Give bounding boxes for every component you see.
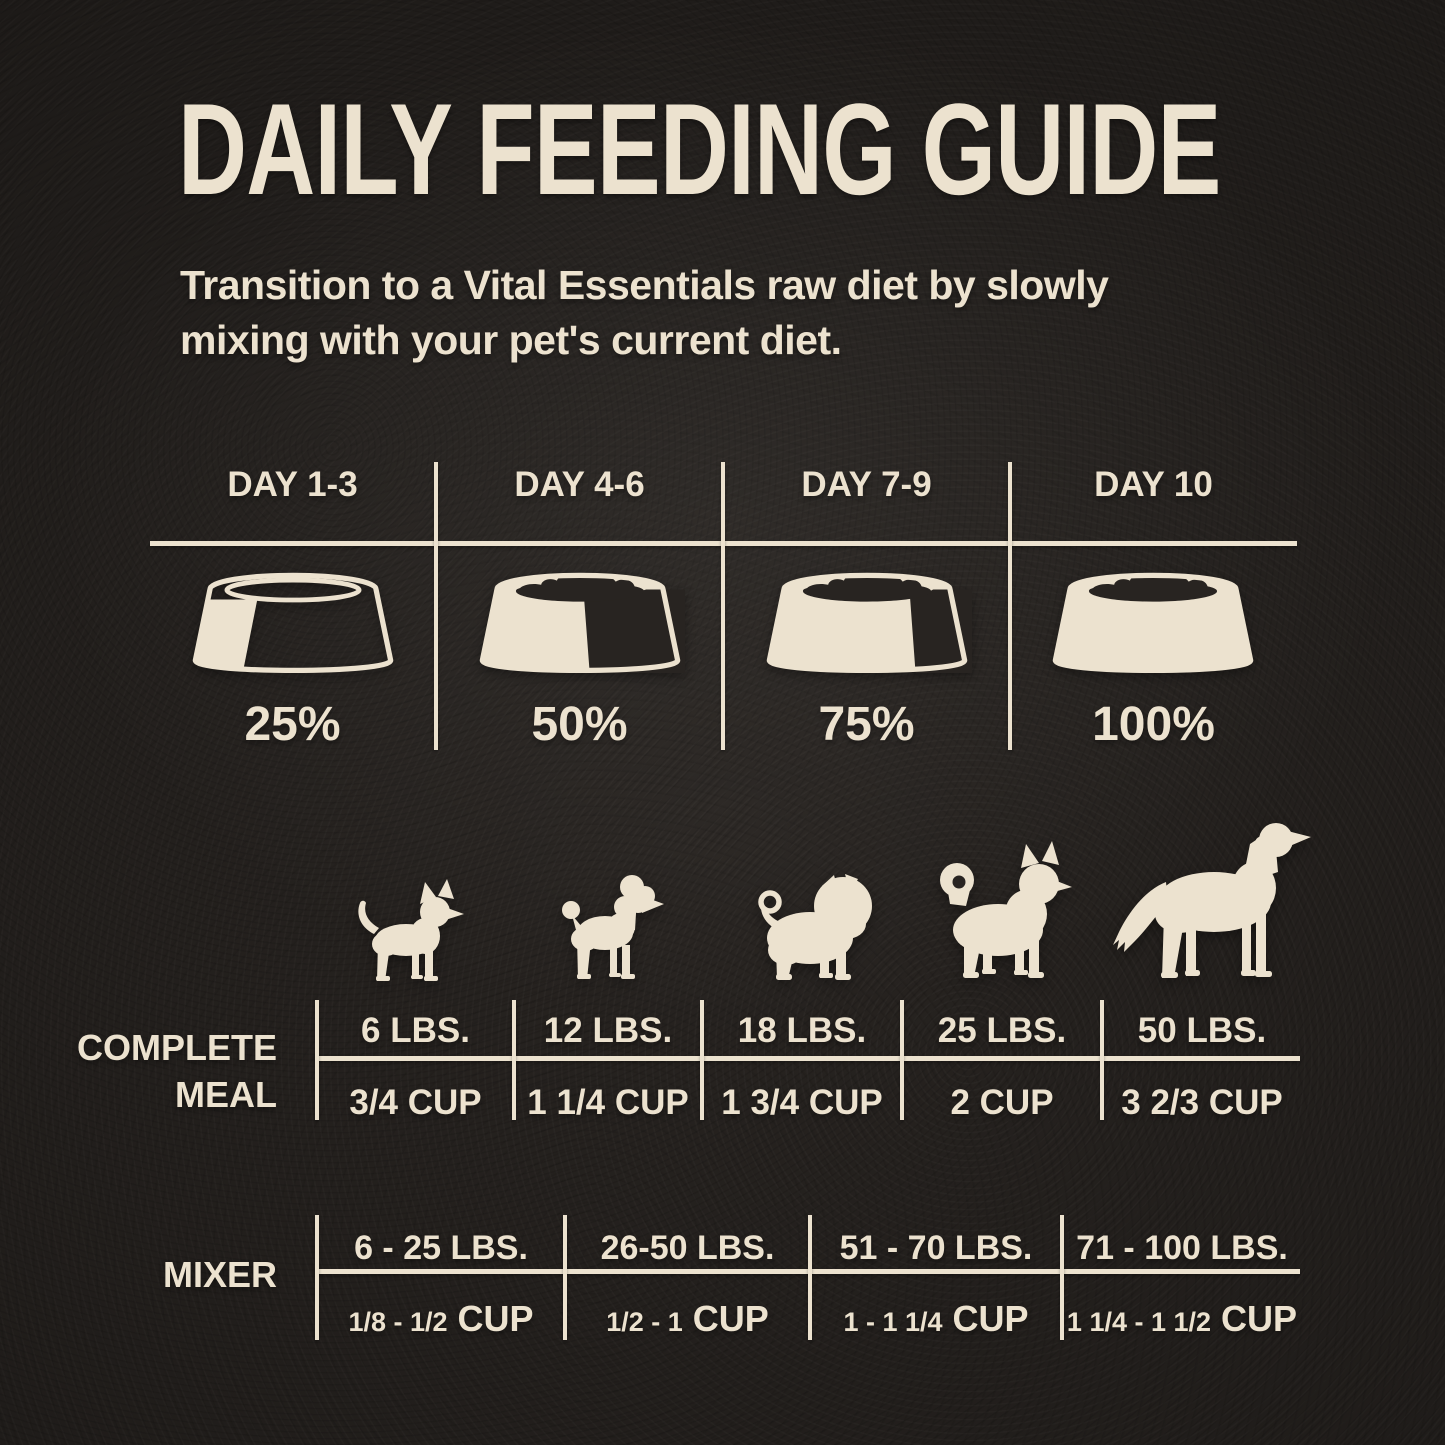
- transition-column-divider: [434, 462, 438, 750]
- mixer-weight-label: 51 - 70 LBS.: [839, 1229, 1033, 1267]
- transition-column-divider: [721, 462, 725, 750]
- mixer-amount-label: 1/8 - 1/2 CUP: [348, 1298, 534, 1339]
- complete-meal-divider: [315, 1056, 1300, 1061]
- day-header-1: DAY 1-3: [227, 465, 358, 504]
- dog-bowl-100-icon: [1052, 572, 1254, 673]
- mixer-amount-label: 1/2 - 1 CUP: [606, 1298, 769, 1339]
- percent-label-4: 100%: [1092, 698, 1215, 751]
- dog-bowl-50-icon: [479, 572, 685, 673]
- mixer-column-divider: [1060, 1215, 1064, 1340]
- amount-label: 1 3/4 CUP: [721, 1083, 883, 1122]
- complete-meal-column-divider: [700, 1000, 704, 1120]
- weight-label: 50 LBS.: [1137, 1011, 1267, 1050]
- mixer-amount-label: 1 1/4 - 1 1/2 CUP: [1066, 1298, 1298, 1339]
- complete-meal-column-divider: [512, 1000, 516, 1120]
- dog-bowl-75-icon: [766, 572, 972, 673]
- amount-label: 2 CUP: [950, 1083, 1054, 1122]
- day-header-4: DAY 10: [1094, 465, 1213, 504]
- intro-text: Transition to a Vital Essentials raw die…: [180, 258, 1300, 368]
- complete-meal-column-divider: [1100, 1000, 1104, 1120]
- amount-label: 3/4 CUP: [349, 1083, 482, 1122]
- mixer-weight-label: 71 - 100 LBS.: [1076, 1229, 1288, 1267]
- intro-text-line2: mixing with your pet's current diet.: [180, 317, 842, 363]
- pug-icon: [758, 874, 872, 980]
- shiba-icon: [940, 841, 1072, 978]
- day-header-2: DAY 4-6: [514, 465, 645, 504]
- mixer-weight-label: 6 - 25 LBS.: [354, 1229, 528, 1267]
- day-header-3: DAY 7-9: [801, 465, 932, 504]
- complete-meal-column-divider: [315, 1000, 319, 1120]
- mixer-row-label: MIXER: [162, 1254, 277, 1295]
- mixer-divider: [315, 1269, 1300, 1274]
- percent-label-1: 25%: [244, 698, 341, 751]
- mixer-weight-label: 26-50 LBS.: [600, 1229, 775, 1267]
- amount-label: 3 2/3 CUP: [1121, 1083, 1283, 1122]
- mixer-column-divider: [563, 1215, 567, 1340]
- mixer-column-divider: [808, 1215, 812, 1340]
- complete-meal-row-label: COMPLETE MEAL: [76, 1027, 277, 1115]
- dog-bowl-25-icon: [192, 572, 394, 673]
- mixer-amount-label: 1 - 1 1/4 CUP: [843, 1298, 1029, 1339]
- weight-label: 25 LBS.: [937, 1011, 1067, 1050]
- percent-label-2: 50%: [531, 698, 628, 751]
- amount-label: 1 1/4 CUP: [527, 1083, 689, 1122]
- complete-meal-column-divider: [900, 1000, 904, 1120]
- percent-label-3: 75%: [818, 698, 915, 751]
- chihuahua-icon: [358, 879, 464, 981]
- intro-text-line1: Transition to a Vital Essentials raw die…: [180, 262, 1109, 308]
- poodle-icon: [562, 875, 664, 979]
- large-dog-icon: [1113, 823, 1311, 978]
- weight-label: 18 LBS.: [737, 1011, 867, 1050]
- weight-label: 12 LBS.: [543, 1011, 673, 1050]
- transition-column-divider: [1008, 462, 1012, 750]
- weight-label: 6 LBS.: [361, 1011, 470, 1050]
- page-title: DAILY FEEDING GUIDE: [178, 76, 1221, 222]
- mixer-column-divider: [315, 1215, 319, 1340]
